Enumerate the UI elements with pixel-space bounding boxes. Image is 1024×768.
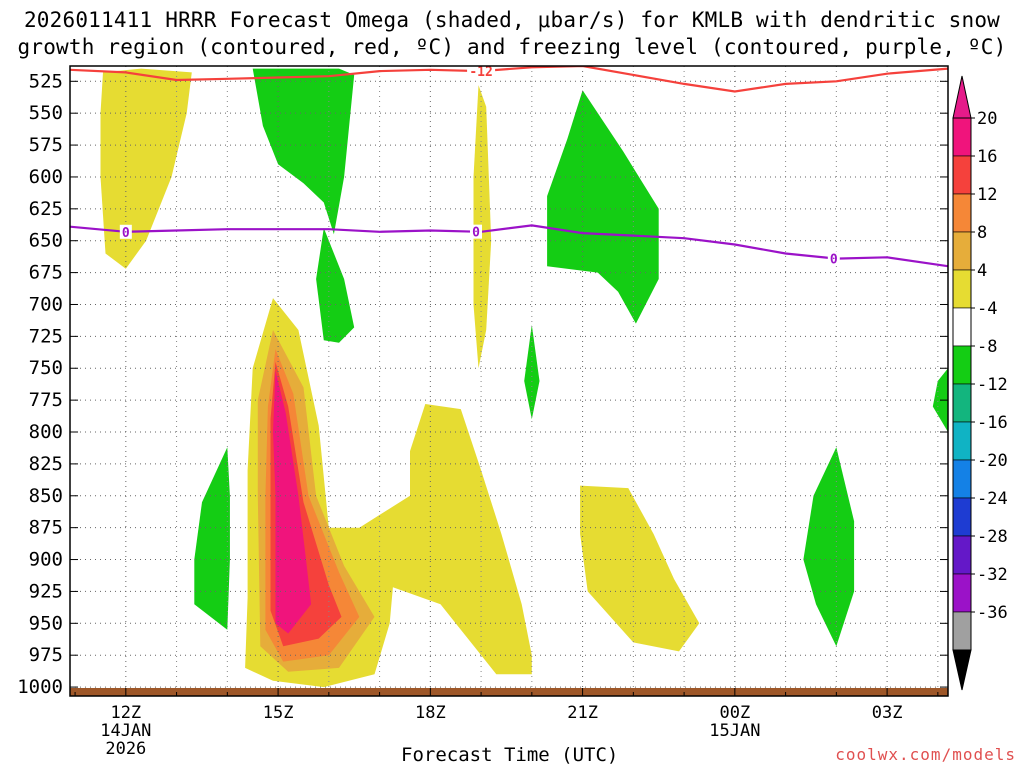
colorbar-segment xyxy=(952,459,972,499)
chart-title-line-1: 2026011411 HRRR Forecast Omega (shaded, … xyxy=(23,8,1001,32)
y-tick-label: 625 xyxy=(29,198,63,220)
omega-yellow-1730z-broad xyxy=(339,404,532,675)
colorbar-segment xyxy=(952,383,972,423)
y-tick-label: 825 xyxy=(29,453,63,475)
y-tick-label: 800 xyxy=(29,421,63,443)
dgz-contour-label: -12 xyxy=(469,65,492,80)
chart-title-line-2: growth region (contoured, red, ºC) and f… xyxy=(17,35,1007,59)
omega-green-2130z xyxy=(547,90,659,324)
y-tick-label: 525 xyxy=(29,70,63,92)
freezing-level-label-bg-1 xyxy=(470,224,483,239)
y-tick-label: 775 xyxy=(29,389,63,411)
colorbar-segment xyxy=(952,193,972,233)
dgz-contour-line xyxy=(70,66,948,93)
colorbar-segment xyxy=(952,231,972,271)
omega-green-left-low xyxy=(194,447,230,630)
colorbar-segment xyxy=(952,307,972,347)
colorbar-label: -8 xyxy=(977,337,997,357)
y-tick-label: 700 xyxy=(29,293,63,315)
freezing-level-label: 0 xyxy=(122,226,130,241)
y-tick-label: 900 xyxy=(29,549,63,571)
colorbar-label: -20 xyxy=(977,451,1008,471)
plot-border xyxy=(69,65,949,697)
colorbar-segment xyxy=(952,117,972,157)
x-tick-label: 03Z xyxy=(872,703,903,723)
colorbar-label: 4 xyxy=(977,261,987,281)
y-tick-label: 550 xyxy=(29,102,63,124)
colorbar-label: -4 xyxy=(977,299,997,319)
omega-green-0130z xyxy=(803,447,855,647)
freezing-level-label: 0 xyxy=(472,226,480,241)
y-tick-label: 1000 xyxy=(17,676,63,698)
omega-green-small-20z xyxy=(524,324,540,420)
colorbar-segment xyxy=(952,611,972,651)
x-tick-year-label: 2026 xyxy=(105,739,146,759)
y-tick-label: 925 xyxy=(29,580,63,602)
colorbar-label: -36 xyxy=(977,603,1008,623)
x-tick-date-label: 15JAN xyxy=(709,721,760,741)
x-tick-date-label: 14JAN xyxy=(100,721,151,741)
y-tick-label: 575 xyxy=(29,134,63,156)
colorbar-segment xyxy=(952,535,972,575)
colorbar-label: 12 xyxy=(977,185,997,205)
y-tick-label: 725 xyxy=(29,325,63,347)
y-tick-label: 600 xyxy=(29,166,63,188)
ground-strip xyxy=(70,688,948,696)
x-tick-label: 15Z xyxy=(263,703,294,723)
x-tick-label: 00Z xyxy=(719,703,750,723)
colorbar-label: -16 xyxy=(977,413,1008,433)
x-tick-label: 12Z xyxy=(110,703,141,723)
freezing-level-label-bg-2 xyxy=(827,251,840,266)
colorbar-label: -24 xyxy=(977,489,1008,509)
colorbar-label: 8 xyxy=(977,223,987,243)
colorbar-bottom-arrow xyxy=(952,649,972,691)
colorbar-label: 16 xyxy=(977,147,997,167)
freezing-level-label-bg-0 xyxy=(119,224,132,239)
colorbar-segment xyxy=(952,345,972,385)
omega-yellow-upper-left xyxy=(100,68,192,269)
y-tick-label: 975 xyxy=(29,644,63,666)
colorbar-segment xyxy=(952,497,972,537)
x-tick-label: 21Z xyxy=(567,703,598,723)
omega-green-mid xyxy=(316,228,355,343)
credit-text[interactable]: coolwx.com/models xyxy=(835,745,1016,764)
y-tick-label: 950 xyxy=(29,612,63,634)
colorbar-segment xyxy=(952,269,972,309)
colorbar-segment xyxy=(952,155,972,195)
y-tick-label: 850 xyxy=(29,485,63,507)
colorbar-top-arrow xyxy=(952,75,972,119)
x-axis-label: Forecast Time (UTC) xyxy=(401,744,619,766)
omega-green-upper xyxy=(252,68,355,235)
omega-magenta xyxy=(273,370,312,634)
freezing-level-contour-line xyxy=(70,224,948,268)
freezing-level-label: 0 xyxy=(830,252,838,267)
y-tick-label: 750 xyxy=(29,357,63,379)
omega-yellow-2230z xyxy=(580,485,700,652)
dgz-label-bg xyxy=(467,64,496,79)
colorbar-segment xyxy=(952,573,972,613)
colorbar-label: -12 xyxy=(977,375,1008,395)
y-tick-label: 675 xyxy=(29,262,63,284)
omega-yellow-thin-19z xyxy=(473,85,492,369)
x-tick-label: 18Z xyxy=(415,703,446,723)
colorbar-label: 20 xyxy=(977,109,997,129)
colorbar-label: -32 xyxy=(977,565,1008,585)
colorbar-label: -28 xyxy=(977,527,1008,547)
y-tick-label: 650 xyxy=(29,230,63,252)
colorbar-segment xyxy=(952,421,972,461)
y-tick-label: 875 xyxy=(29,517,63,539)
